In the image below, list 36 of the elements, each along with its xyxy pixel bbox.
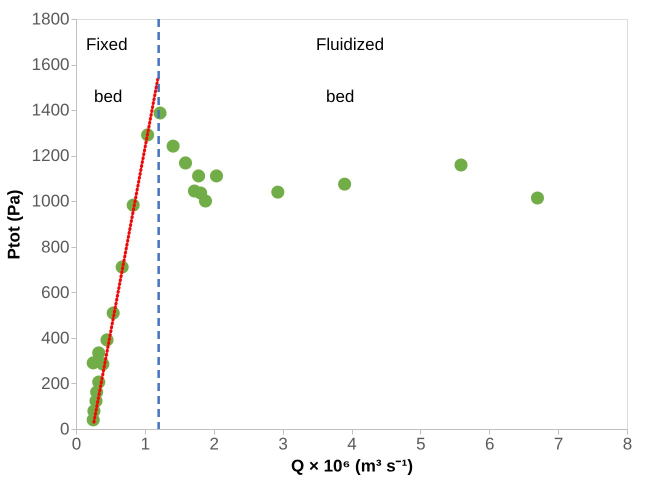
y-tick-label: 1000 [32, 192, 70, 211]
point [454, 158, 468, 172]
point [210, 169, 224, 182]
point [192, 169, 206, 182]
y-tick-label: 1600 [32, 55, 70, 74]
x-tick-label: 3 [278, 434, 288, 454]
point [92, 346, 106, 360]
y-tick-label: 1400 [32, 100, 70, 120]
point [338, 178, 352, 191]
point [198, 194, 212, 208]
point [166, 140, 180, 153]
y-tick-label: 200 [41, 374, 70, 393]
x-tick-label: 8 [622, 434, 632, 454]
y-tick-label: 1200 [32, 146, 70, 166]
y-axis-title: Ptot (Pa) [4, 190, 24, 260]
annotation: Fixed [86, 35, 128, 54]
y-tick-label: 1800 [32, 10, 70, 28]
annotation: bed [326, 87, 354, 106]
x-tick-label: 5 [416, 434, 426, 454]
x-tick-label: 6 [485, 434, 494, 454]
point [178, 156, 192, 170]
y-tick-label: 800 [41, 237, 70, 256]
y-tick-label: 400 [41, 328, 70, 348]
point [271, 186, 284, 199]
x-tick-label: 2 [210, 434, 219, 454]
point [530, 192, 544, 205]
x-tick-label: 1 [140, 434, 150, 454]
x-tick-label: 7 [554, 434, 564, 454]
y-tick-label: 0 [60, 420, 70, 438]
point [86, 356, 100, 370]
x-tick-label: 4 [347, 434, 357, 454]
annotation: Fluidized [316, 35, 384, 54]
x-axis-title: Q × 10⁶ (m³ s⁻¹) [291, 456, 413, 476]
x-tick-label: 0 [72, 434, 82, 454]
y-tick-label: 600 [41, 282, 70, 302]
annotation: bed [94, 87, 122, 106]
